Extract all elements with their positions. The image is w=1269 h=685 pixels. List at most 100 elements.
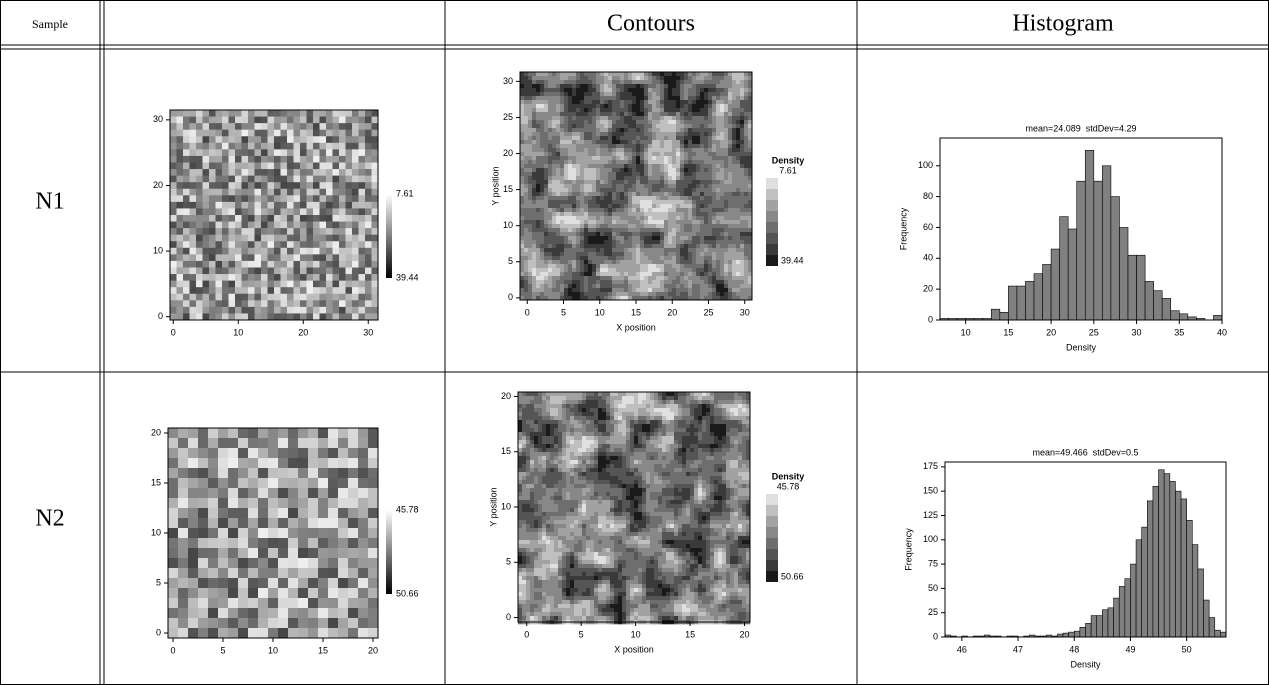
- contour-cell: [684, 228, 689, 233]
- contour-cell: [528, 268, 533, 273]
- contour-cell: [644, 72, 649, 77]
- contour-cell: [704, 188, 709, 193]
- contour-cell: [636, 292, 641, 297]
- heatmap-cell: [176, 234, 184, 242]
- contour-cell: [720, 240, 725, 245]
- contour-cell: [648, 232, 653, 237]
- y-tick-label: 20: [153, 180, 163, 190]
- contour-cell: [672, 132, 677, 137]
- contour-cell: [684, 232, 689, 237]
- heatmap-cell: [261, 313, 268, 321]
- contour-cell: [584, 164, 589, 169]
- heatmap-cell: [168, 598, 179, 609]
- contour-cell: [668, 136, 673, 141]
- heatmap-cell: [235, 247, 242, 255]
- heatmap-cell: [332, 293, 340, 301]
- contour-cell: [744, 84, 749, 89]
- contour-cell: [616, 176, 621, 181]
- contour-cell: [526, 396, 531, 401]
- contour-cell: [624, 176, 629, 181]
- contour-cell: [576, 92, 581, 97]
- contour-cell: [600, 132, 605, 137]
- contour-cell: [576, 120, 581, 125]
- contour-cell: [592, 124, 597, 129]
- heatmap-cell: [326, 306, 333, 314]
- contour-cell: [584, 216, 589, 221]
- contour-cell: [688, 200, 693, 205]
- contour-cell: [748, 224, 753, 229]
- contour-cell: [600, 288, 605, 293]
- contour-cell: [624, 96, 629, 101]
- heatmap-cell: [338, 468, 349, 479]
- contour-cell: [652, 272, 657, 277]
- contour-cell: [636, 72, 641, 77]
- y-tick-label: 10: [153, 245, 163, 255]
- contour-cell: [668, 152, 673, 157]
- contour-cell: [692, 208, 697, 213]
- heatmap-cell: [332, 162, 340, 170]
- contour-cell: [580, 180, 585, 185]
- contour-cell: [740, 200, 745, 205]
- contour-cell: [592, 268, 597, 273]
- contour-cell: [544, 76, 549, 81]
- contour-cell: [520, 296, 525, 301]
- contour-cell: [636, 140, 641, 145]
- heatmap-cell: [352, 155, 359, 163]
- heatmap-cell: [168, 628, 179, 639]
- contour-cell: [624, 204, 629, 209]
- contour-cell: [632, 212, 637, 217]
- contour-cell: [704, 148, 709, 153]
- contour-cell: [540, 288, 545, 293]
- contour-cell: [644, 144, 649, 149]
- heatmap-cell: [258, 608, 269, 619]
- contour-cell: [710, 392, 715, 397]
- heatmap-cell: [348, 488, 359, 499]
- contour-cell: [580, 120, 585, 125]
- heatmap-cell: [222, 300, 229, 308]
- heatmap-cell: [241, 215, 249, 222]
- contour-cell: [620, 176, 625, 181]
- contour-cell: [572, 152, 577, 157]
- heatmap-cell: [222, 195, 229, 203]
- contour-cell: [520, 140, 525, 145]
- contour-cell: [608, 88, 613, 93]
- contour-cell: [524, 236, 529, 241]
- heatmap-cell: [228, 155, 236, 163]
- contour-cell: [668, 156, 673, 161]
- contour-cell: [640, 288, 645, 293]
- heatmap-cell: [254, 306, 262, 314]
- heatmap-cell: [339, 201, 346, 209]
- contour-cell: [696, 140, 701, 145]
- contour-cell: [576, 196, 581, 201]
- heatmap-cell: [267, 155, 275, 163]
- x-axis-label: X position: [616, 322, 656, 332]
- contour-cell: [572, 248, 577, 253]
- contour-cell: [680, 76, 685, 81]
- contour-cell: [664, 244, 669, 249]
- heatmap-cell: [218, 578, 229, 589]
- heatmap-cell: [280, 300, 288, 308]
- heatmap-cell: [358, 247, 366, 255]
- contour-cell: [588, 184, 593, 189]
- heatmap-cell: [235, 260, 242, 268]
- contour-cell: [672, 92, 677, 97]
- heatmap-cell: [358, 274, 366, 282]
- contour-cell: [660, 76, 665, 81]
- contour-cell: [716, 228, 721, 233]
- contour-cell: [524, 184, 529, 189]
- contour-cell: [664, 288, 669, 293]
- contour-cell: [572, 136, 577, 141]
- heatmap-cell: [352, 293, 359, 301]
- contour-cell: [520, 148, 525, 153]
- contour-cell: [540, 92, 545, 97]
- contour-cell: [556, 176, 561, 181]
- contour-cell: [588, 120, 593, 125]
- heatmap-cell: [308, 588, 319, 599]
- contour-cell: [660, 172, 665, 177]
- contour-cell: [536, 116, 541, 121]
- contour-cell: [532, 184, 537, 189]
- heatmap-cell: [176, 247, 184, 255]
- contour-cell: [696, 100, 701, 105]
- contour-cell: [708, 288, 713, 293]
- contour-cell: [568, 140, 573, 145]
